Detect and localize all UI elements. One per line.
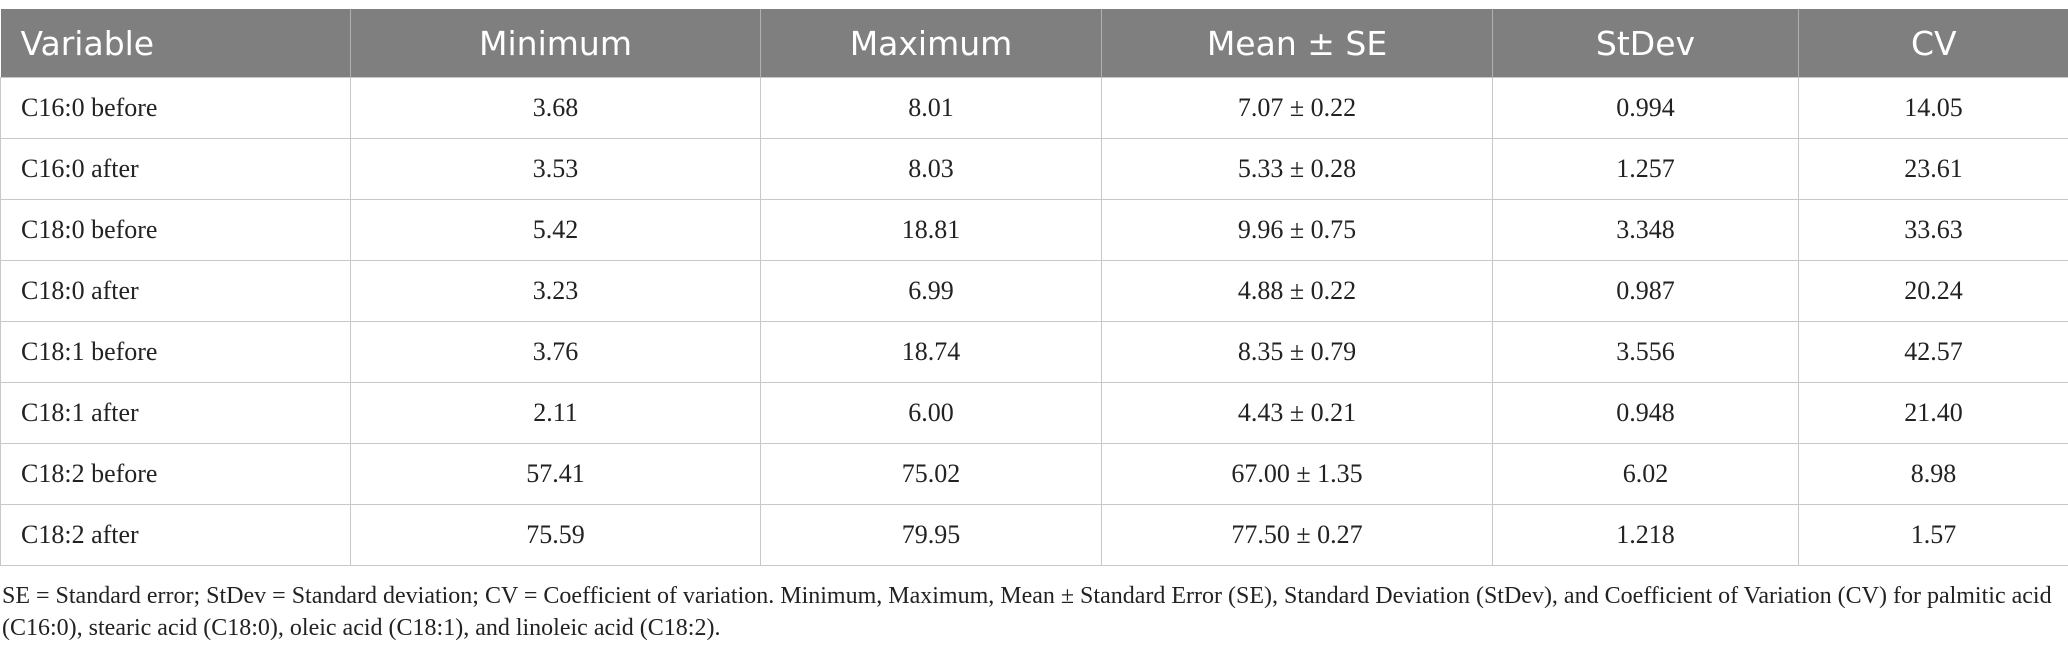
table-cell: 3.53	[350, 138, 761, 200]
table-cell: 18.81	[760, 199, 1102, 261]
table-cell: 3.68	[350, 77, 761, 139]
table-cell: 33.63	[1798, 199, 2068, 261]
table-cell: 0.994	[1492, 77, 1799, 139]
table-cell: 2.11	[350, 382, 761, 444]
table-cell: 6.99	[760, 260, 1102, 322]
table-cell: 21.40	[1798, 382, 2068, 444]
table-cell: 3.76	[350, 321, 761, 383]
table-cell: 6.00	[760, 382, 1102, 444]
table-cell: C18:2 after	[0, 504, 351, 566]
table-row: C18:2 after 75.59 79.95 77.50 ± 0.27 1.218 1.…	[0, 504, 2068, 566]
header-cell: Mean ± SE	[1101, 9, 1493, 78]
table-cell: 9.96 ± 0.75	[1101, 199, 1493, 261]
table-cell: 57.41	[350, 443, 761, 505]
table-cell: 18.74	[760, 321, 1102, 383]
footnote: SE = Standard error; StDev = Standard de…	[2, 583, 2052, 641]
table-cell: 5.42	[350, 199, 761, 261]
table-cell: 1.57	[1798, 504, 2068, 566]
table-cell: 77.50 ± 0.27	[1101, 504, 1493, 566]
table-cell: 0.948	[1492, 382, 1799, 444]
table-cell: 23.61	[1798, 138, 2068, 200]
table-cell: C18:0 after	[0, 260, 351, 322]
table-cell: 0.987	[1492, 260, 1799, 322]
header-cell: Variable	[0, 9, 351, 78]
table-cell: 5.33 ± 0.28	[1101, 138, 1493, 200]
table-cell: 3.556	[1492, 321, 1799, 383]
table-cell: 8.98	[1798, 443, 2068, 505]
table-cell: 1.257	[1492, 138, 1799, 200]
header-cell: Maximum	[760, 9, 1102, 78]
table-cell: 1.218	[1492, 504, 1799, 566]
table-cell: 42.57	[1798, 321, 2068, 383]
table-cell: 8.01	[760, 77, 1102, 139]
table-cell: 20.24	[1798, 260, 2068, 322]
header-row: Variable Minimum Maximum Mean ± SE StDev CV	[0, 9, 2068, 78]
header-cell: CV	[1798, 9, 2068, 78]
data-table: Variable Minimum Maximum Mean ± SE StDev CV C…	[0, 9, 2068, 566]
table-cell: C16:0 after	[0, 138, 351, 200]
table-cell: 4.43 ± 0.21	[1101, 382, 1493, 444]
table-row: C18:1 before 3.76 18.74 8.35 ± 0.79 3.556 42.…	[0, 321, 2068, 383]
table-cell: 75.02	[760, 443, 1102, 505]
table-cell: 4.88 ± 0.22	[1101, 260, 1493, 322]
table-cell: 3.23	[350, 260, 761, 322]
table-cell: 6.02	[1492, 443, 1799, 505]
table-cell: 14.05	[1798, 77, 2068, 139]
table-cell: C18:2 before	[0, 443, 351, 505]
table-cell: C18:1 before	[0, 321, 351, 383]
table-row: C18:2 before 57.41 75.02 67.00 ± 1.35 6.02 8.…	[0, 443, 2068, 505]
table-row: C18:1 after 2.11 6.00 4.43 ± 0.21 0.948 21.40	[0, 382, 2068, 444]
table-cell: 75.59	[350, 504, 761, 566]
header-cell: StDev	[1492, 9, 1799, 78]
table-cell: 79.95	[760, 504, 1102, 566]
table-row: C18:0 before 5.42 18.81 9.96 ± 0.75 3.348 33.…	[0, 199, 2068, 261]
table-cell: 67.00 ± 1.35	[1101, 443, 1493, 505]
table-cell: C18:0 before	[0, 199, 351, 261]
table-cell: C16:0 before	[0, 77, 351, 139]
table-cell: C18:1 after	[0, 382, 351, 444]
table-cell: 3.348	[1492, 199, 1799, 261]
table-row: C16:0 after 3.53 8.03 5.33 ± 0.28 1.257 23.61	[0, 138, 2068, 200]
table-row: C18:0 after 3.23 6.99 4.88 ± 0.22 0.987 20.24	[0, 260, 2068, 322]
table-cell: 8.35 ± 0.79	[1101, 321, 1493, 383]
table-row: C16:0 before 3.68 8.01 7.07 ± 0.22 0.994 14.0…	[0, 77, 2068, 139]
table-cell: 8.03	[760, 138, 1102, 200]
header-cell: Minimum	[350, 9, 761, 78]
table-cell: 7.07 ± 0.22	[1101, 77, 1493, 139]
table-body: C16:0 before 3.68 8.01 7.07 ± 0.22 0.994 14.0…	[0, 77, 2068, 566]
